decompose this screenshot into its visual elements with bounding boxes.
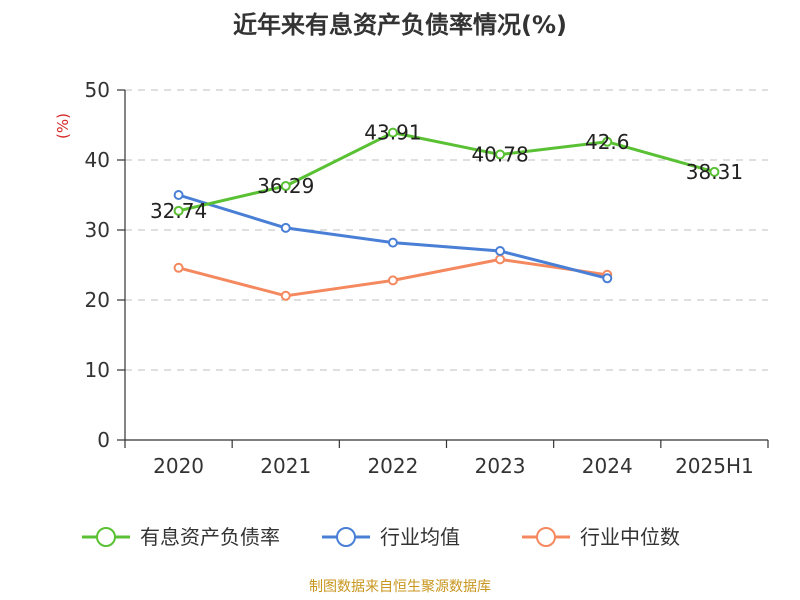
y-tick-label: 10: [85, 358, 110, 382]
data-point[interactable]: [387, 237, 398, 248]
series-1: [173, 127, 720, 216]
x-tick-label: 2023: [475, 454, 526, 478]
source-note: 制图数据来自恒生聚源数据库: [309, 579, 491, 595]
legend-marker-icon: [96, 527, 116, 547]
axes: 0 10 20 30 40 50 2020 2021 2022 2023 2024 2025H1: [85, 78, 769, 478]
legend-label: 行业均值: [380, 525, 460, 549]
gridlines: [125, 89, 768, 371]
data-point[interactable]: [173, 205, 184, 216]
data-point[interactable]: [602, 273, 613, 284]
legend[interactable]: 有息资产负债率 行业均值 行业中位数: [82, 525, 680, 549]
data-labels: 32.74 36.29 43.91 40.78 42.6 38.31: [150, 121, 743, 223]
y-tick-label: 30: [85, 218, 110, 242]
data-label: 38.31: [686, 160, 743, 184]
y-tick-label: 50: [85, 78, 110, 102]
series-line: [178, 131, 715, 213]
data-label: 43.91: [364, 121, 421, 145]
legend-item[interactable]: 行业中位数: [522, 525, 680, 549]
legend-label: 行业中位数: [580, 525, 680, 549]
data-point[interactable]: [173, 262, 184, 273]
data-point[interactable]: [602, 136, 613, 147]
y-tick-label: 0: [97, 428, 110, 452]
legend-marker-icon: [536, 527, 556, 547]
data-point[interactable]: [280, 222, 291, 233]
data-point[interactable]: [495, 254, 506, 265]
legend-item[interactable]: 有息资产负债率: [82, 525, 280, 549]
chart-title: 近年来有息资产负债率情况(%): [233, 11, 567, 39]
series-2: [173, 190, 613, 284]
data-label: 42.6: [585, 130, 630, 154]
y-axis-unit-label: (%): [54, 113, 72, 139]
data-point[interactable]: [709, 166, 720, 177]
series-3: [173, 254, 613, 301]
x-tick-label: 2024: [582, 454, 633, 478]
legend-label: 有息资产负债率: [140, 525, 280, 549]
data-point[interactable]: [387, 127, 398, 138]
x-tick-label: 2022: [367, 454, 418, 478]
legend-marker-icon: [336, 527, 356, 547]
x-tick-label: 2021: [260, 454, 311, 478]
data-label: 36.29: [257, 174, 314, 198]
data-point[interactable]: [495, 149, 506, 160]
x-tick-label: 2025H1: [675, 454, 754, 478]
x-tick-label: 2020: [153, 454, 204, 478]
data-point[interactable]: [387, 275, 398, 286]
legend-item[interactable]: 行业均值: [322, 525, 460, 549]
y-tick-label: 40: [85, 148, 110, 172]
y-tick-label: 20: [85, 288, 110, 312]
data-point[interactable]: [495, 246, 506, 256]
data-label: 32.74: [150, 199, 207, 223]
data-label: 40.78: [471, 143, 528, 167]
data-point[interactable]: [280, 180, 291, 191]
data-point[interactable]: [280, 290, 291, 301]
series-lines: [173, 127, 720, 301]
data-point[interactable]: [173, 190, 184, 200]
